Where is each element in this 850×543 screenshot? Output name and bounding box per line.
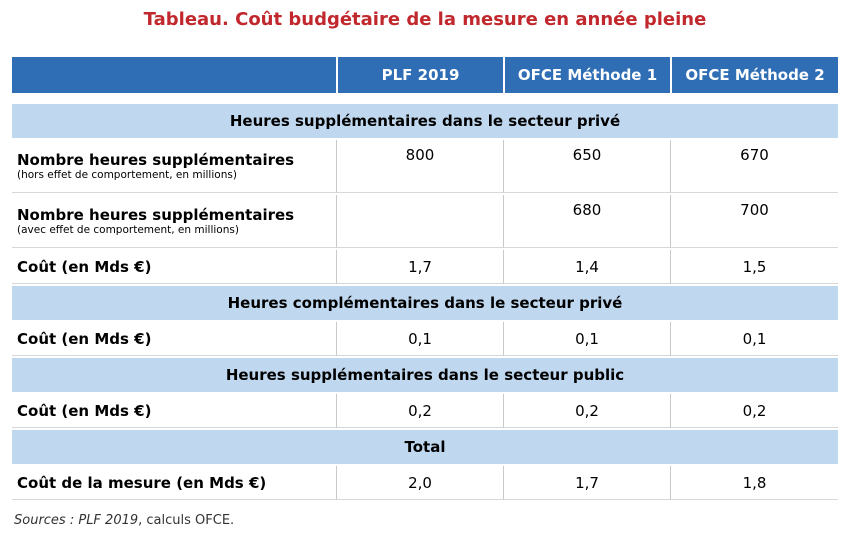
row-label: Nombre heures supplémentaires (avec effet…	[12, 195, 336, 248]
value-cell: 800	[336, 140, 503, 193]
label: Coût (en Mds €)	[17, 329, 152, 348]
value-cell: 1,7	[503, 466, 670, 500]
value-cell: 1,7	[336, 250, 503, 284]
source: Sources : PLF 2019, calculs OFCE.	[14, 508, 234, 532]
label: Coût (en Mds €)	[17, 257, 152, 276]
value-cell: 0,1	[670, 322, 838, 356]
title: Tableau. Coût budgétaire de la mesure en…	[143, 8, 707, 30]
source-rest: , calculs OFCE.	[138, 512, 235, 528]
value-cell: 0,2	[336, 394, 503, 428]
label: Nombre heures supplémentaires	[17, 151, 295, 169]
row-label: Coût (en Mds €)	[12, 322, 336, 356]
label: Coût de la mesure (en Mds €)	[17, 473, 267, 492]
column-header: OFCE Méthode 2	[670, 57, 838, 93]
value-cell: 0,2	[503, 394, 670, 428]
section-title: Heures supplémentaires dans le secteur p…	[12, 104, 838, 138]
value-cell: 1,8	[670, 466, 838, 500]
column-header: PLF 2019	[336, 57, 503, 93]
value-cell: 1,4	[503, 250, 670, 284]
row-label: Coût de la mesure (en Mds €)	[12, 466, 336, 500]
value-cell: 0,1	[336, 322, 503, 356]
column-header: OFCE Méthode 1	[503, 57, 670, 93]
section-title: Heures complémentaires dans le secteur p…	[12, 286, 838, 320]
sublabel: (avec effet de comportement, en millions…	[17, 224, 239, 236]
value-cell: 650	[503, 140, 670, 193]
row-label: Coût (en Mds €)	[12, 250, 336, 284]
section-title: Heures supplémentaires dans le secteur p…	[12, 358, 838, 392]
value-cell: 670	[670, 140, 838, 193]
source-italic: Sources : PLF 2019	[14, 512, 139, 528]
row-label: Coût (en Mds €)	[12, 394, 336, 428]
value-cell: 1,5	[670, 250, 838, 284]
label: Nombre heures supplémentaires	[17, 206, 295, 224]
header-blank	[12, 57, 336, 93]
value-cell: 2,0	[336, 466, 503, 500]
value-cell	[336, 195, 503, 248]
value-cell: 680	[503, 195, 670, 248]
sublabel: (hors effet de comportement, en millions…	[17, 169, 237, 181]
section-title: Total	[12, 430, 838, 464]
value-cell: 700	[670, 195, 838, 248]
label: Coût (en Mds €)	[17, 401, 152, 420]
value-cell: 0,2	[670, 394, 838, 428]
row-label: Nombre heures supplémentaires (hors effet…	[12, 140, 336, 193]
value-cell: 0,1	[503, 322, 670, 356]
